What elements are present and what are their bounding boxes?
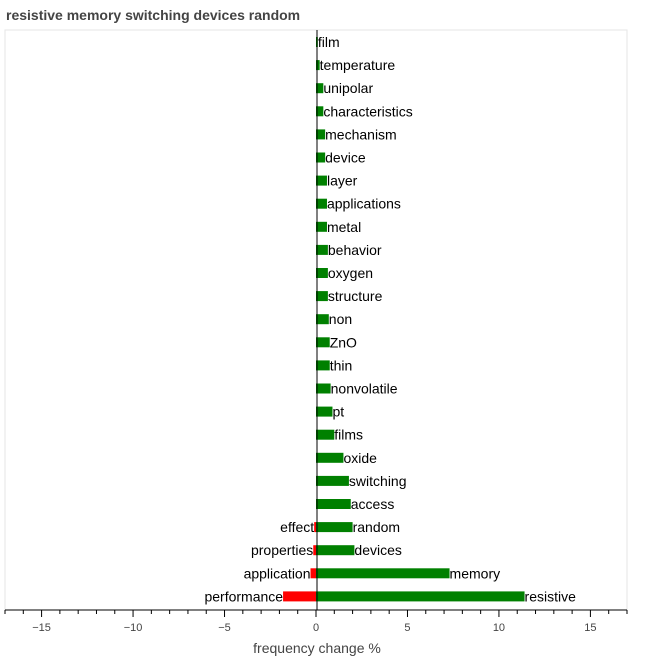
bar-behavior	[316, 244, 328, 255]
bar-label-temperature: temperature	[320, 57, 396, 73]
bar-label-characteristics: characteristics	[323, 103, 412, 119]
bar-nonvolatile	[316, 383, 331, 394]
bar-access	[316, 499, 351, 509]
bar-neg-properties	[313, 545, 316, 556]
bar-label-thin: thin	[330, 357, 353, 373]
bar-structure	[316, 291, 328, 302]
bar-label-non: non	[329, 311, 352, 327]
bar-resistive	[316, 591, 525, 602]
labels-layer: film temperature unipolar characteristics me…	[204, 34, 576, 604]
bar-label-unipolar: unipolar	[323, 80, 373, 96]
bar-switching	[316, 475, 349, 486]
bar-films	[316, 429, 335, 440]
bar-label-properties: properties	[251, 542, 313, 558]
bar-thin	[316, 360, 330, 371]
x-tick-label: −5	[218, 622, 231, 634]
bar-layer	[316, 175, 327, 186]
bars-layer	[283, 37, 525, 602]
bar-label-zno: ZnO	[330, 334, 357, 350]
bar-label-structure: structure	[328, 288, 383, 304]
bar-label-effect: effect	[280, 519, 314, 535]
bar-label-nonvolatile: nonvolatile	[331, 381, 398, 397]
bar-label-switching: switching	[349, 473, 407, 489]
bar-neg-application	[310, 568, 316, 579]
bar-label-performance: performance	[204, 588, 283, 604]
bar-label-device: device	[325, 150, 366, 166]
bar-memory	[316, 568, 450, 579]
bar-random	[316, 522, 353, 533]
x-axis-ticks: −15 −10 −5 0 5 10 15	[4, 610, 628, 634]
bar-label-access: access	[351, 496, 395, 512]
bar-pt	[316, 406, 333, 417]
chart-title: resistive memory switching devices rando…	[6, 7, 301, 23]
bar-label-devices: devices	[354, 542, 401, 558]
x-tick-label: 10	[493, 622, 505, 634]
bar-applications	[316, 198, 327, 209]
bar-label-behavior: behavior	[328, 242, 382, 258]
x-tick-label: −10	[124, 622, 143, 634]
bar-device	[316, 152, 326, 163]
bar-zno	[316, 337, 330, 348]
bar-label-oxide: oxide	[343, 450, 377, 466]
bar-label-random: random	[353, 519, 400, 535]
bar-label-applications: applications	[327, 196, 401, 212]
bar-label-layer: layer	[327, 173, 358, 189]
bar-unipolar	[316, 83, 324, 94]
bar-devices	[316, 545, 355, 556]
x-tick-label: −15	[32, 622, 51, 634]
bar-neg-effect	[314, 522, 316, 533]
bar-metal	[316, 221, 327, 232]
bar-label-pt: pt	[332, 404, 344, 420]
bar-label-metal: metal	[327, 219, 361, 235]
bar-temperature	[316, 60, 320, 71]
bar-oxide	[316, 452, 344, 463]
bar-label-film: film	[318, 34, 340, 50]
bar-mechanism	[316, 129, 326, 140]
bar-label-mechanism: mechanism	[325, 126, 397, 142]
bar-characteristics	[316, 106, 324, 117]
x-axis-title: frequency change %	[253, 640, 381, 656]
bar-neg-performance	[283, 591, 316, 602]
bar-label-memory: memory	[450, 565, 501, 581]
bar-label-films: films	[334, 427, 363, 443]
bar-label-application: application	[244, 565, 311, 581]
bar-label-resistive: resistive	[525, 588, 577, 604]
bar-oxygen	[316, 268, 328, 278]
bar-non	[316, 314, 329, 325]
x-tick-label: 15	[584, 622, 596, 634]
x-tick-label: 0	[313, 622, 319, 634]
x-tick-label: 5	[404, 622, 410, 634]
bar-label-oxygen: oxygen	[328, 265, 373, 281]
